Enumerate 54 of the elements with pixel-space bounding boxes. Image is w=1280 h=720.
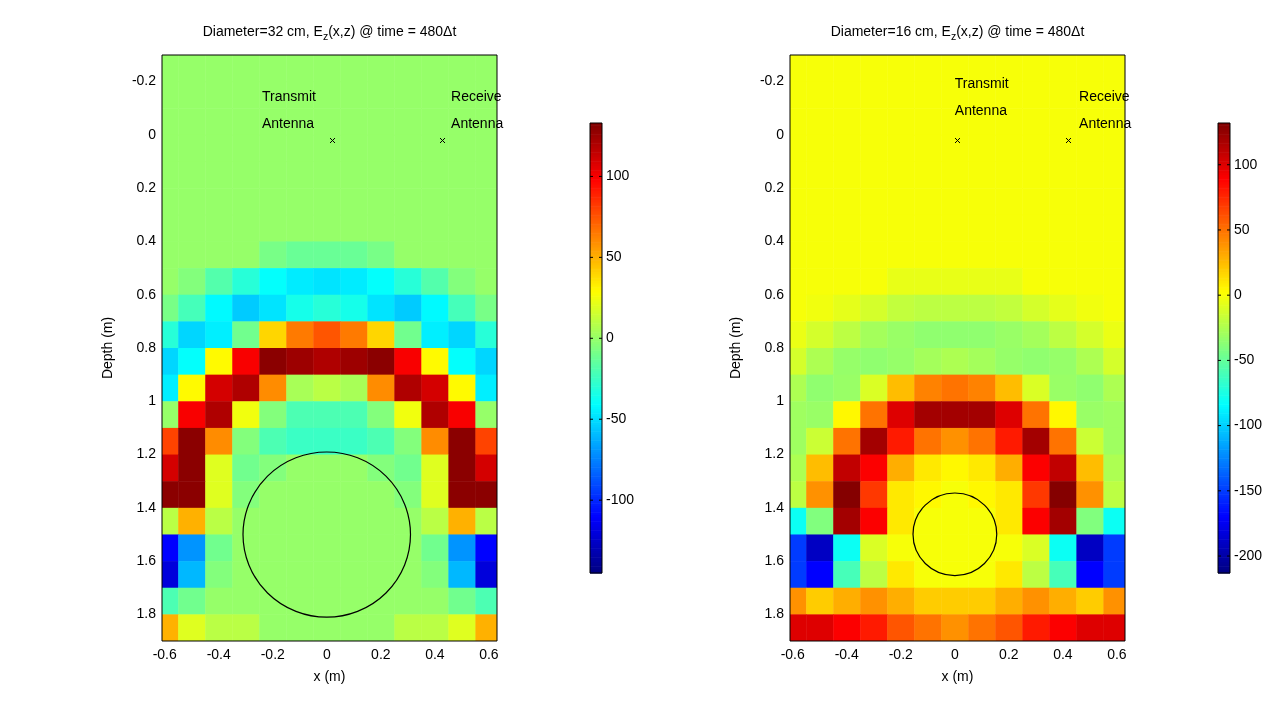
- color-bar-label: -50: [1234, 351, 1255, 368]
- color-bar-label: 50: [1234, 220, 1250, 237]
- annotation: Transmit Antenna: [954, 75, 1009, 119]
- color-bar-label: -150: [1234, 481, 1263, 498]
- x-tick-label: -0.2: [260, 646, 286, 663]
- color-bar-label: 100: [606, 167, 630, 184]
- y-tick-label: 1.4: [764, 498, 785, 515]
- y-tick-label: 1.8: [764, 605, 785, 622]
- color-bar-label: 50: [606, 248, 622, 265]
- x-tick-label: -0.4: [834, 646, 860, 663]
- y-tick-label: 1: [776, 392, 785, 409]
- color-bar-label: -100: [1234, 416, 1263, 433]
- x-tick-label: -0.6: [780, 646, 805, 663]
- x-tick-label: -0.4: [206, 646, 232, 663]
- color-bar-label: -100: [606, 491, 635, 508]
- y-tick-label: 1: [148, 392, 157, 409]
- y-tick-label: 0.6: [136, 285, 157, 302]
- y-tick-label: 0: [148, 125, 157, 142]
- y-tick-label: 1.8: [136, 605, 157, 622]
- color-bar-label: -200: [1234, 546, 1263, 563]
- x-tick-label: 0: [322, 646, 331, 663]
- x-tick-label: -0.2: [888, 646, 914, 663]
- x-tick-label: 0.2: [999, 646, 1019, 663]
- y-tick-label: 0.8: [136, 338, 157, 355]
- y-axis-title: Depth (m): [99, 316, 116, 380]
- y-tick-label: 1.4: [136, 498, 157, 515]
- x-axis-title: x (m): [313, 668, 346, 685]
- x-tick-label: 0.4: [1053, 646, 1073, 663]
- y-tick-label: 0.2: [764, 179, 785, 196]
- y-tick-label: 0.6: [764, 285, 785, 302]
- x-tick-label: 0.6: [1107, 646, 1127, 663]
- y-tick-label: 0.4: [764, 232, 785, 249]
- y-tick-label: -0.2: [131, 72, 157, 89]
- y-tick-label: 1.2: [764, 445, 785, 462]
- y-tick-label: 1.6: [136, 551, 157, 568]
- x-tick-label: 0.6: [479, 646, 499, 663]
- annotation: Transmit Antenna: [261, 88, 316, 132]
- y-tick-label: 0.2: [136, 179, 157, 196]
- y-tick-label: 1.6: [764, 551, 785, 568]
- y-axis-title: Depth (m): [727, 316, 744, 380]
- color-bar-label: 100: [1234, 155, 1258, 172]
- y-tick-label: 1.2: [136, 445, 157, 462]
- color-bar-label: 0: [1234, 286, 1242, 303]
- x-tick-label: -0.6: [152, 646, 177, 663]
- y-tick-label: 0.4: [136, 232, 157, 249]
- x-tick-label: 0: [950, 646, 959, 663]
- x-axis-title: x (m): [941, 668, 974, 685]
- y-tick-label: -0.2: [759, 72, 785, 89]
- x-tick-label: 0.4: [425, 646, 445, 663]
- color-bar-label: -50: [606, 410, 627, 427]
- y-tick-label: 0: [776, 125, 785, 142]
- color-bar-label: 0: [606, 329, 614, 346]
- y-tick-label: 0.8: [764, 338, 785, 355]
- x-tick-label: 0.2: [371, 646, 391, 663]
